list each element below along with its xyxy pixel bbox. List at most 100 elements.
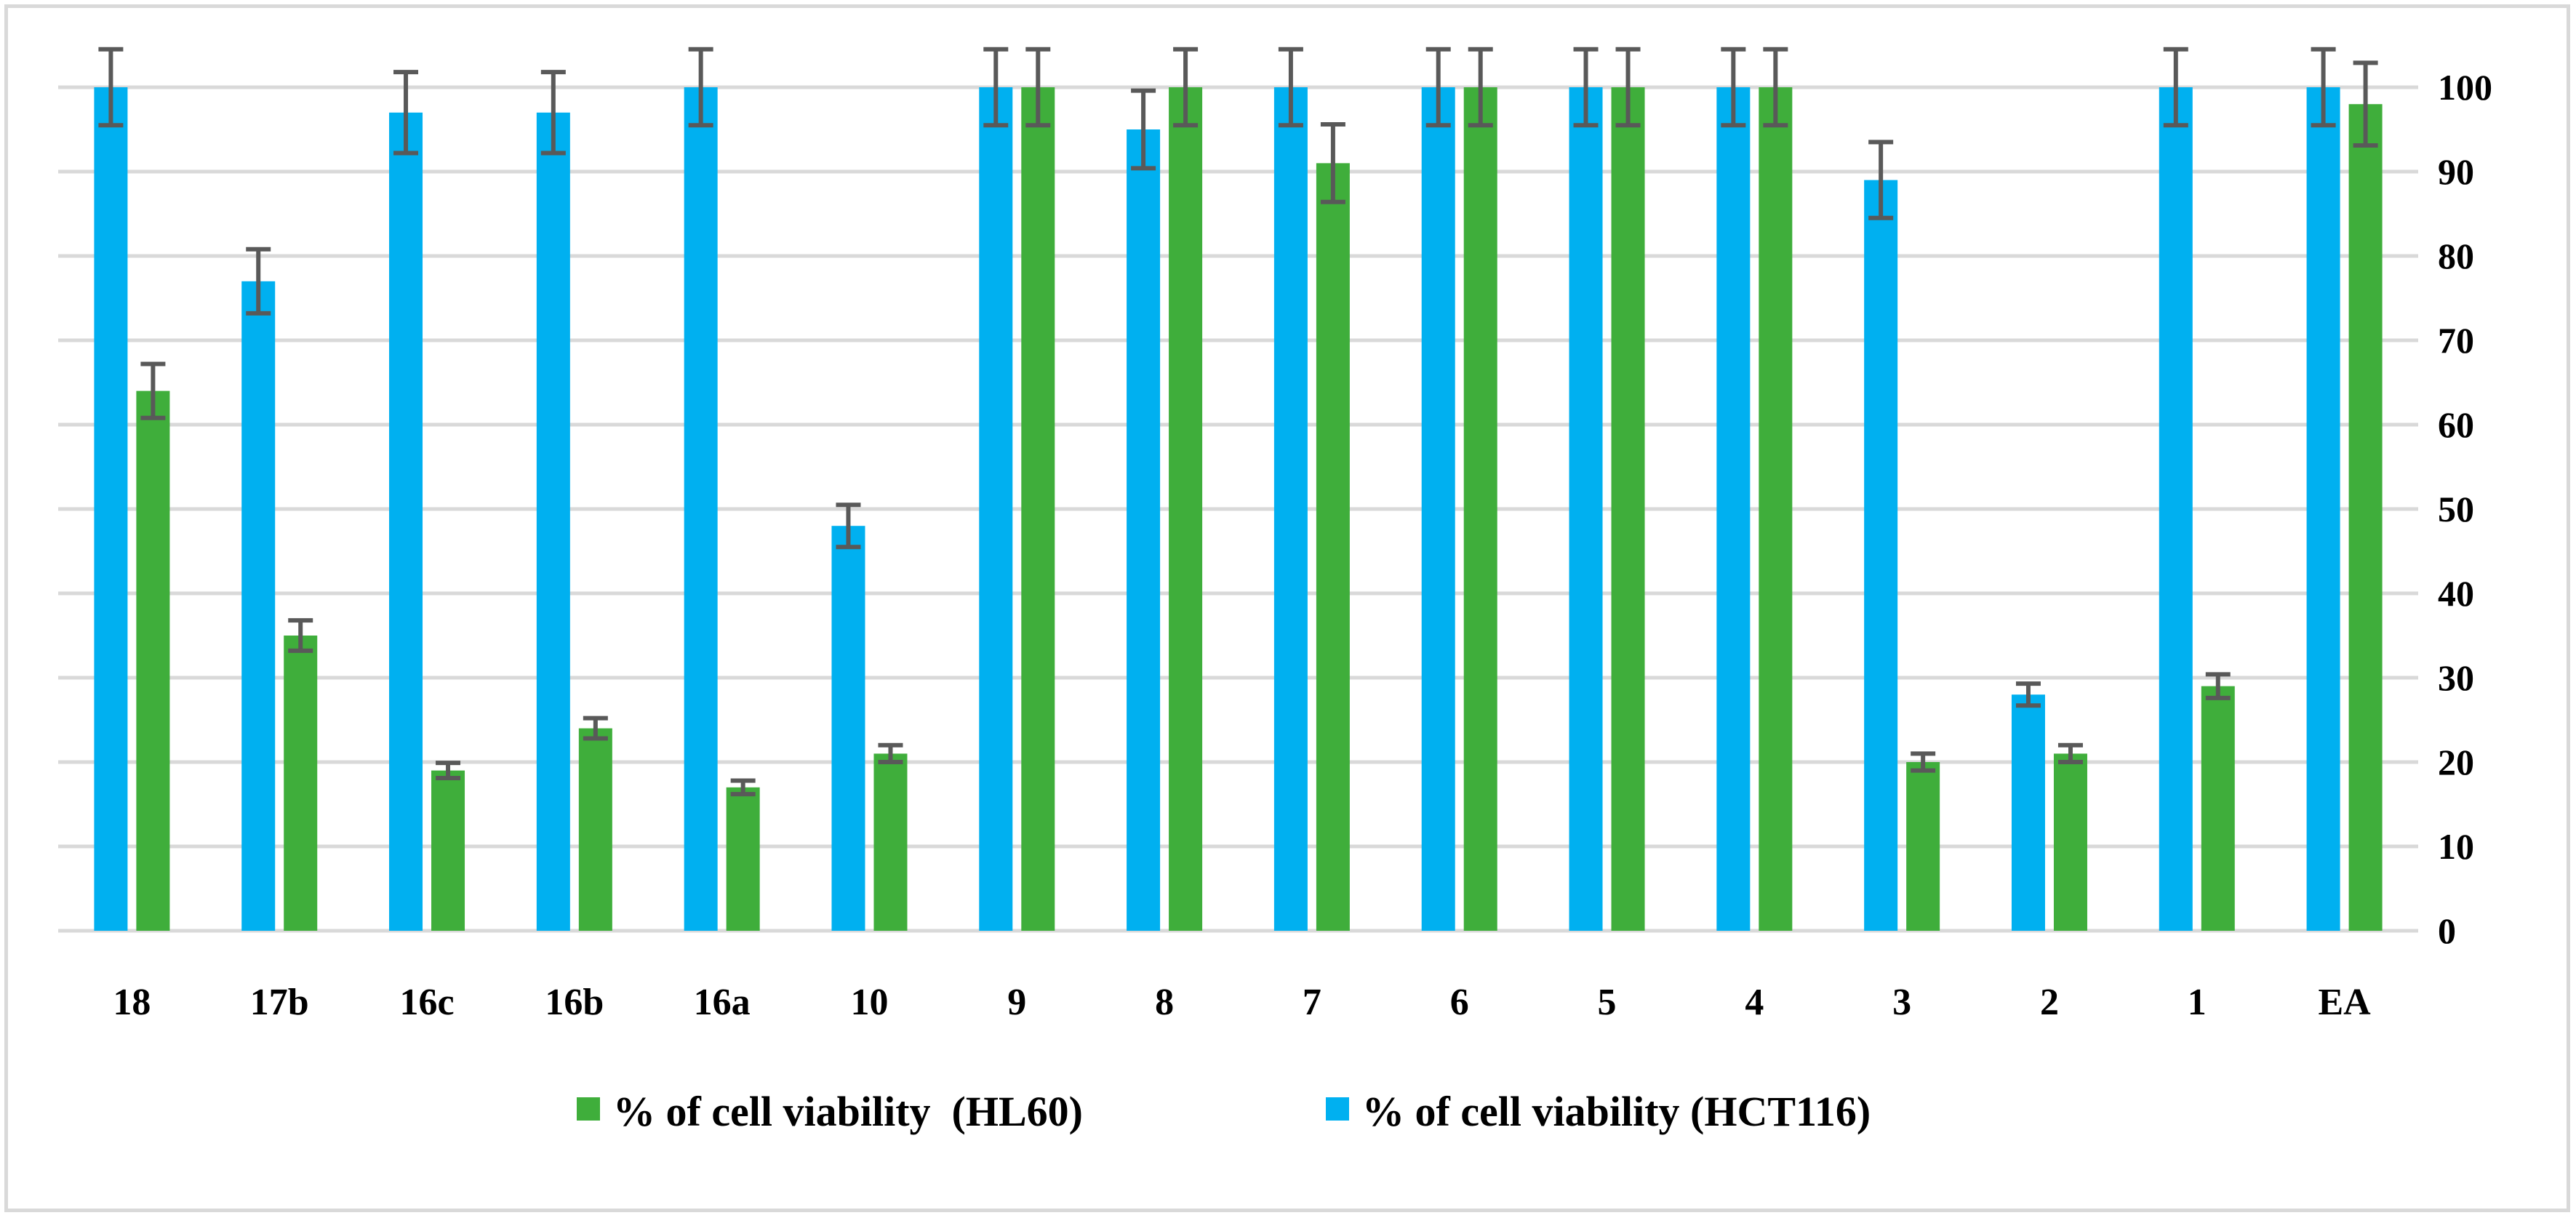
bar-hl60-3 <box>1906 762 1940 931</box>
error-bar-hct116-10 <box>836 502 861 550</box>
bar-hct116-1 <box>2159 87 2193 931</box>
y-tick-label: 90 <box>2438 151 2474 192</box>
error-bar-hct116-1 <box>2163 47 2188 128</box>
x-category-label: 2 <box>2040 982 2059 1023</box>
legend-label-hct116: % of cell viability (HCT116) <box>1362 1088 1871 1135</box>
legend-swatch-hct116 <box>1326 1097 1349 1121</box>
bar-hct116-6 <box>1421 87 1455 931</box>
x-category-label: 5 <box>1598 982 1617 1023</box>
error-bar-hct116-7 <box>1278 47 1303 128</box>
error-bar-hl60-16a <box>730 778 756 797</box>
x-category-label: 18 <box>113 982 151 1023</box>
bar-hct116-10 <box>831 526 865 931</box>
bar-hct116-5 <box>1569 87 1603 931</box>
error-bar-hl60-7 <box>1320 122 1345 204</box>
y-tick-label: 0 <box>2438 910 2456 951</box>
error-bar-hl60-9 <box>1025 47 1051 128</box>
x-category-label: 16b <box>545 982 604 1023</box>
error-bar-hl60-EA <box>2353 60 2378 148</box>
bar-hct116-17b <box>241 281 276 931</box>
error-bar-hct116-2 <box>2015 681 2041 708</box>
bar-hl60-8 <box>1169 87 1203 931</box>
bar-hl60-7 <box>1316 163 1350 931</box>
y-tick-label: 100 <box>2438 67 2492 108</box>
bar-hl60-1 <box>2201 686 2235 931</box>
legend-label-hl60: % of cell viability (HL60) <box>613 1088 1083 1135</box>
error-bar-hct116-17b <box>246 247 271 316</box>
bar-hl60-6 <box>1463 87 1497 931</box>
bar-hl60-4 <box>1759 87 1793 931</box>
error-bar-hct116-8 <box>1131 88 1156 171</box>
bar-hl60-16b <box>578 728 612 931</box>
x-category-label: 7 <box>1303 982 1321 1023</box>
x-category-label: 8 <box>1155 982 1174 1023</box>
x-category-label: 16c <box>399 982 454 1023</box>
error-bar-hl60-18 <box>140 361 166 420</box>
bar-hl60-18 <box>136 390 170 931</box>
error-bar-hct116-16c <box>393 70 419 156</box>
error-bar-hct116-3 <box>1868 140 1894 220</box>
legend: % of cell viability (HL60) % of cell via… <box>577 1088 1871 1135</box>
legend-swatch-hl60 <box>577 1097 600 1121</box>
error-bars <box>98 47 2378 797</box>
error-bar-hl60-2 <box>2057 742 2083 764</box>
bar-hct116-7 <box>1273 87 1308 931</box>
bar-hct116-EA <box>2306 87 2340 931</box>
x-category-label: 9 <box>1007 982 1026 1023</box>
bar-hl60-EA <box>2348 104 2383 931</box>
error-bar-hct116-16b <box>540 70 566 156</box>
error-bar-hl60-16b <box>583 716 608 741</box>
error-bar-hct116-5 <box>1573 47 1599 128</box>
error-bar-hct116-16a <box>688 47 713 128</box>
x-category-label: 16a <box>694 982 751 1023</box>
y-tick-label: 60 <box>2438 404 2474 445</box>
error-bar-hl60-8 <box>1173 47 1199 128</box>
x-category-label: 3 <box>1892 982 1911 1023</box>
error-bar-hl60-4 <box>1763 47 1788 128</box>
bar-hl60-16a <box>726 787 760 931</box>
x-category-label: 17b <box>250 982 309 1023</box>
x-category-label: 6 <box>1450 982 1469 1023</box>
error-bar-hl60-16c <box>436 761 461 781</box>
bar-hct116-9 <box>979 87 1013 931</box>
y-tick-label: 70 <box>2438 320 2474 361</box>
y-tick-label: 40 <box>2438 573 2474 614</box>
bar-hct116-3 <box>1864 180 1898 931</box>
y-tick-label: 30 <box>2438 657 2474 698</box>
bar-hl60-2 <box>2053 753 2087 931</box>
bar-hct116-2 <box>2011 694 2045 931</box>
x-category-label: 10 <box>850 982 888 1023</box>
bar-hct116-16a <box>684 87 718 931</box>
x-axis-categories: 18 17b 16c 16b 16a 10 9 8 7 6 5 4 3 2 1 EA <box>113 982 2371 1023</box>
bars <box>94 87 2383 931</box>
error-bar-hct116-9 <box>983 47 1009 128</box>
x-category-label: 4 <box>1745 982 1764 1023</box>
bar-hl60-5 <box>1611 87 1645 931</box>
y-tick-label: 20 <box>2438 742 2474 782</box>
error-bar-hct116-EA <box>2311 47 2336 128</box>
error-bar-hct116-18 <box>98 47 124 128</box>
error-bar-hct116-4 <box>1721 47 1746 128</box>
bar-hl60-9 <box>1021 87 1055 931</box>
bar-hl60-10 <box>873 753 908 931</box>
x-category-label: EA <box>2318 982 2371 1023</box>
bar-hct116-18 <box>94 87 128 931</box>
y-tick-label: 10 <box>2438 826 2474 867</box>
error-bar-hl60-10 <box>878 742 903 764</box>
error-bar-hl60-6 <box>1468 47 1493 128</box>
error-bar-hl60-3 <box>1911 751 1936 773</box>
bar-hct116-16b <box>536 112 570 931</box>
error-bar-hl60-1 <box>2205 672 2231 700</box>
bar-hct116-8 <box>1127 129 1161 931</box>
y-tick-label: 80 <box>2438 236 2474 276</box>
bar-hl60-16c <box>431 770 465 931</box>
bar-hct116-4 <box>1716 87 1751 931</box>
error-bar-hl60-17b <box>288 618 313 653</box>
x-category-label: 1 <box>2188 982 2207 1023</box>
error-bar-hct116-6 <box>1425 47 1451 128</box>
y-axis-ticks: 0 10 20 30 40 50 60 70 80 90 100 <box>2438 67 2492 951</box>
bar-hl60-17b <box>284 636 318 931</box>
y-tick-label: 50 <box>2438 489 2474 529</box>
error-bar-hl60-5 <box>1615 47 1641 128</box>
